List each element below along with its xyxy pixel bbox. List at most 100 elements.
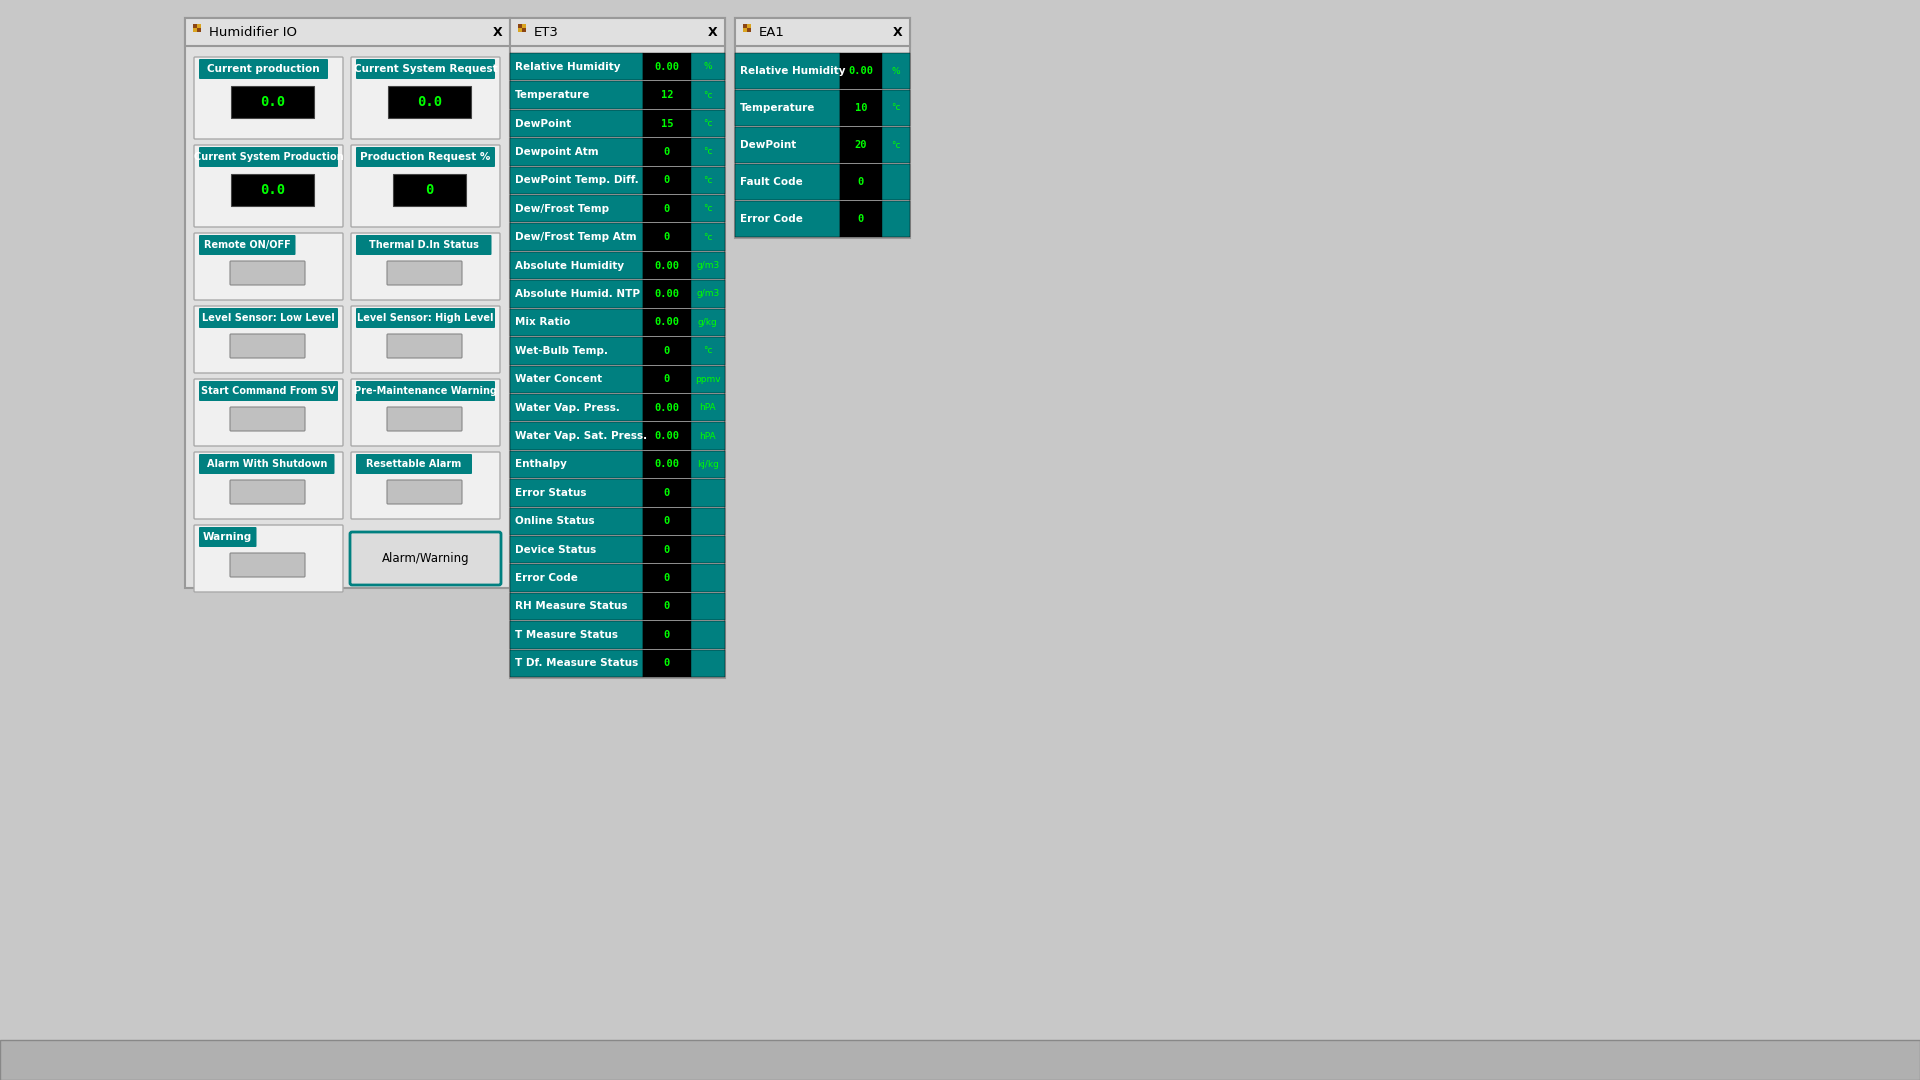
Bar xyxy=(511,422,643,449)
Bar xyxy=(691,53,726,80)
Text: Dewpoint Atm: Dewpoint Atm xyxy=(515,147,599,157)
Text: Pre-Maintenance Warning: Pre-Maintenance Warning xyxy=(353,386,497,396)
Bar xyxy=(691,565,726,592)
Bar xyxy=(511,110,643,137)
Text: EA1: EA1 xyxy=(758,26,785,39)
Text: 0: 0 xyxy=(664,175,670,186)
Bar xyxy=(841,201,881,237)
Bar xyxy=(511,337,643,365)
Text: Wet-Bulb Temp.: Wet-Bulb Temp. xyxy=(515,346,609,355)
Text: 0: 0 xyxy=(664,602,670,611)
Bar xyxy=(691,480,726,507)
Bar xyxy=(643,593,691,620)
Bar xyxy=(691,649,726,677)
Text: °c: °c xyxy=(703,148,712,157)
FancyBboxPatch shape xyxy=(388,261,463,285)
Text: Remote ON/OFF: Remote ON/OFF xyxy=(204,240,290,249)
Bar xyxy=(198,24,202,28)
Bar xyxy=(643,281,691,308)
Text: °c: °c xyxy=(703,119,712,129)
FancyBboxPatch shape xyxy=(200,235,296,255)
Text: Start Command From SV: Start Command From SV xyxy=(202,386,336,396)
Bar xyxy=(691,110,726,137)
Bar xyxy=(643,422,691,449)
Text: Relative Humidity: Relative Humidity xyxy=(515,62,620,71)
FancyBboxPatch shape xyxy=(200,527,257,546)
FancyBboxPatch shape xyxy=(194,233,344,300)
Text: X: X xyxy=(893,26,902,39)
Bar xyxy=(881,90,910,126)
Text: 0: 0 xyxy=(664,204,670,214)
Bar xyxy=(747,24,751,28)
FancyBboxPatch shape xyxy=(351,379,499,446)
Bar xyxy=(735,164,841,200)
Bar xyxy=(691,536,726,564)
Text: 0: 0 xyxy=(664,659,670,669)
FancyBboxPatch shape xyxy=(355,235,492,255)
Text: 0: 0 xyxy=(664,346,670,355)
FancyBboxPatch shape xyxy=(351,145,499,227)
Text: 0: 0 xyxy=(664,488,670,498)
Bar xyxy=(643,337,691,365)
Bar xyxy=(198,28,202,32)
Text: Level Sensor: High Level: Level Sensor: High Level xyxy=(357,313,493,323)
Bar xyxy=(511,281,643,308)
FancyBboxPatch shape xyxy=(194,57,344,139)
Text: 0.00: 0.00 xyxy=(655,318,680,327)
Text: Alarm/Warning: Alarm/Warning xyxy=(382,552,468,565)
Text: ET3: ET3 xyxy=(534,26,559,39)
Text: g/kg: g/kg xyxy=(699,318,718,327)
Bar xyxy=(522,28,526,32)
Text: ppmv: ppmv xyxy=(695,375,720,383)
Bar xyxy=(691,195,726,222)
Text: kj/kg: kj/kg xyxy=(697,460,718,469)
Bar xyxy=(643,450,691,478)
Bar xyxy=(230,174,315,206)
Bar xyxy=(691,81,726,109)
Text: Error Code: Error Code xyxy=(739,214,803,224)
Text: 0.00: 0.00 xyxy=(655,260,680,271)
Bar xyxy=(518,24,522,28)
Text: X: X xyxy=(493,26,503,39)
FancyBboxPatch shape xyxy=(194,145,344,227)
Bar xyxy=(743,24,747,28)
Bar xyxy=(735,53,841,89)
Bar xyxy=(643,166,691,194)
FancyBboxPatch shape xyxy=(355,381,495,401)
Text: 0: 0 xyxy=(664,573,670,583)
Text: Temperature: Temperature xyxy=(515,90,589,100)
Text: Current System Production: Current System Production xyxy=(194,152,344,162)
Bar xyxy=(511,394,643,421)
Bar xyxy=(643,81,691,109)
Bar xyxy=(643,508,691,535)
Bar xyxy=(511,252,643,280)
Bar xyxy=(691,166,726,194)
Bar xyxy=(881,53,910,89)
Bar xyxy=(511,450,643,478)
Bar xyxy=(691,281,726,308)
Text: hPA: hPA xyxy=(699,403,716,413)
Bar xyxy=(735,18,910,46)
Bar xyxy=(511,649,643,677)
Bar xyxy=(691,138,726,165)
Bar xyxy=(511,365,643,393)
Text: 0.00: 0.00 xyxy=(655,62,680,71)
Text: °c: °c xyxy=(703,347,712,355)
Text: Error Status: Error Status xyxy=(515,488,586,498)
Text: 0: 0 xyxy=(664,544,670,555)
FancyBboxPatch shape xyxy=(230,334,305,357)
Text: DewPoint Temp. Diff.: DewPoint Temp. Diff. xyxy=(515,175,639,186)
FancyBboxPatch shape xyxy=(194,525,344,592)
FancyBboxPatch shape xyxy=(388,334,463,357)
FancyBboxPatch shape xyxy=(351,306,499,373)
Bar xyxy=(643,649,691,677)
Bar xyxy=(511,508,643,535)
Text: 0: 0 xyxy=(426,183,434,197)
FancyBboxPatch shape xyxy=(194,379,344,446)
Text: Device Status: Device Status xyxy=(515,544,597,555)
FancyBboxPatch shape xyxy=(200,147,338,167)
Text: Mix Ratio: Mix Ratio xyxy=(515,318,570,327)
Text: 0: 0 xyxy=(664,147,670,157)
Text: 0.0: 0.0 xyxy=(417,95,442,109)
FancyBboxPatch shape xyxy=(351,453,499,519)
